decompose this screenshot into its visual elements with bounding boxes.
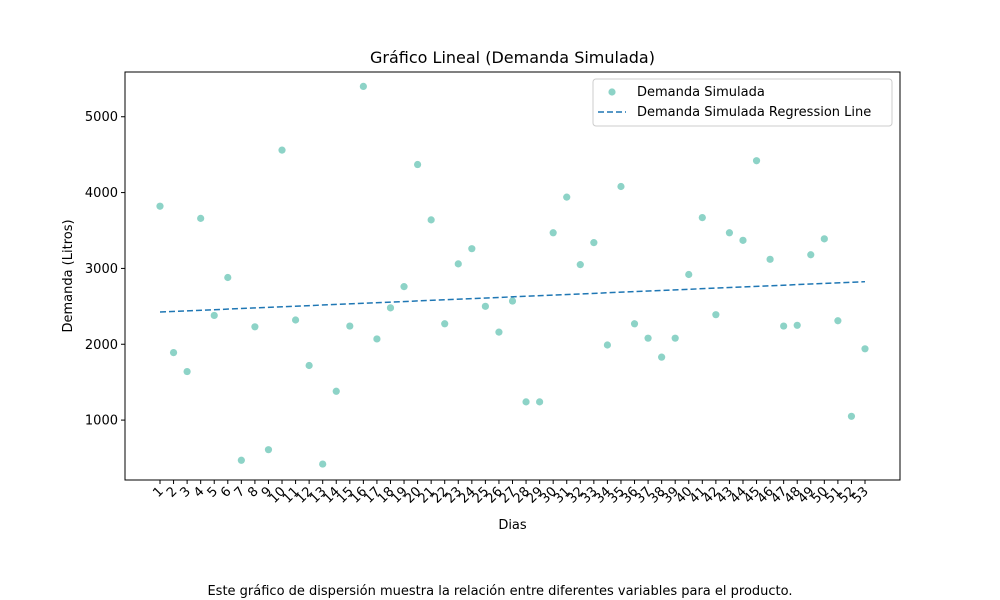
data-point: [739, 236, 747, 244]
data-point: [278, 146, 286, 154]
x-tick-label: 5: [205, 484, 221, 500]
data-point: [373, 335, 381, 343]
data-point: [590, 239, 598, 247]
data-point: [237, 456, 245, 464]
data-point: [183, 367, 191, 376]
legend-label-scatter: Demanda Simulada: [637, 85, 765, 100]
data-point: [766, 255, 774, 263]
data-point: [359, 82, 367, 91]
x-tick-label: 7: [232, 484, 248, 500]
data-point: [264, 446, 273, 454]
data-point: [847, 412, 856, 420]
y-tick-label: 5000: [85, 110, 118, 125]
data-point: [725, 229, 734, 237]
data-point: [712, 311, 720, 319]
data-point: [698, 214, 706, 222]
chart-caption: Este gráfico de dispersión muestra la re…: [207, 584, 793, 599]
y-tick-label: 4000: [85, 186, 118, 201]
data-point: [793, 321, 801, 329]
y-tick-label: 1000: [85, 414, 118, 429]
data-point: [834, 317, 842, 325]
data-point: [224, 273, 232, 282]
x-tick-label: 53: [850, 484, 872, 506]
data-point: [468, 245, 476, 253]
x-tick-label: 1: [150, 484, 166, 500]
data-point: [671, 334, 679, 342]
x-tick-label: 3: [177, 484, 193, 500]
data-point: [386, 304, 395, 312]
data-point: [522, 398, 530, 406]
scatter-series: [156, 82, 869, 468]
chart-title: Gráfico Lineal (Demanda Simulada): [370, 48, 655, 67]
data-point: [630, 320, 639, 328]
x-tick-label: 2: [164, 484, 180, 500]
regression-series: [159, 280, 866, 313]
data-point: [400, 283, 408, 291]
legend-label-regression: Demanda Simulada Regression Line: [637, 105, 871, 120]
data-point: [495, 328, 503, 336]
legend-scatter-marker: [608, 88, 616, 96]
data-point: [576, 261, 584, 269]
y-axis-label: Demanda (Litros): [61, 219, 76, 332]
regression-line: [159, 280, 866, 313]
data-point: [332, 387, 340, 395]
data-point: [658, 353, 666, 361]
data-point: [780, 322, 788, 330]
data-point: [820, 235, 828, 243]
data-point: [508, 297, 517, 305]
data-point: [319, 460, 327, 468]
data-point: [861, 345, 869, 353]
data-point: [156, 202, 164, 210]
legend: Demanda Simulada Demanda Simulada Regres…: [592, 78, 893, 127]
data-point: [603, 341, 612, 349]
data-point: [305, 361, 313, 370]
x-tick-label: 8: [245, 484, 261, 500]
y-tick-label: 3000: [85, 262, 118, 277]
data-point: [346, 322, 354, 330]
x-tick-label: 6: [218, 484, 234, 500]
data-point: [291, 316, 300, 324]
y-tick-label: 2000: [85, 338, 118, 353]
x-axis-label: Dias: [498, 518, 527, 533]
data-point: [441, 320, 449, 328]
data-point: [685, 270, 693, 279]
data-point: [807, 251, 815, 259]
data-point: [644, 334, 652, 342]
data-point: [536, 398, 544, 406]
data-point: [563, 193, 571, 201]
data-point: [752, 157, 761, 165]
data-point: [169, 348, 178, 357]
x-axis: 1234567891011121314151617181920212223242…: [150, 480, 872, 507]
data-point: [481, 302, 489, 310]
y-axis: 1000 2000 3000 4000 5000: [85, 110, 125, 429]
data-point: [427, 216, 435, 224]
data-point: [197, 214, 205, 222]
data-point: [617, 182, 625, 191]
data-point: [549, 229, 557, 237]
data-point: [413, 160, 422, 169]
data-point: [210, 311, 218, 320]
data-point: [454, 260, 462, 268]
plot-area: [124, 71, 901, 481]
x-tick-label: 4: [191, 484, 207, 500]
data-point: [251, 323, 259, 331]
